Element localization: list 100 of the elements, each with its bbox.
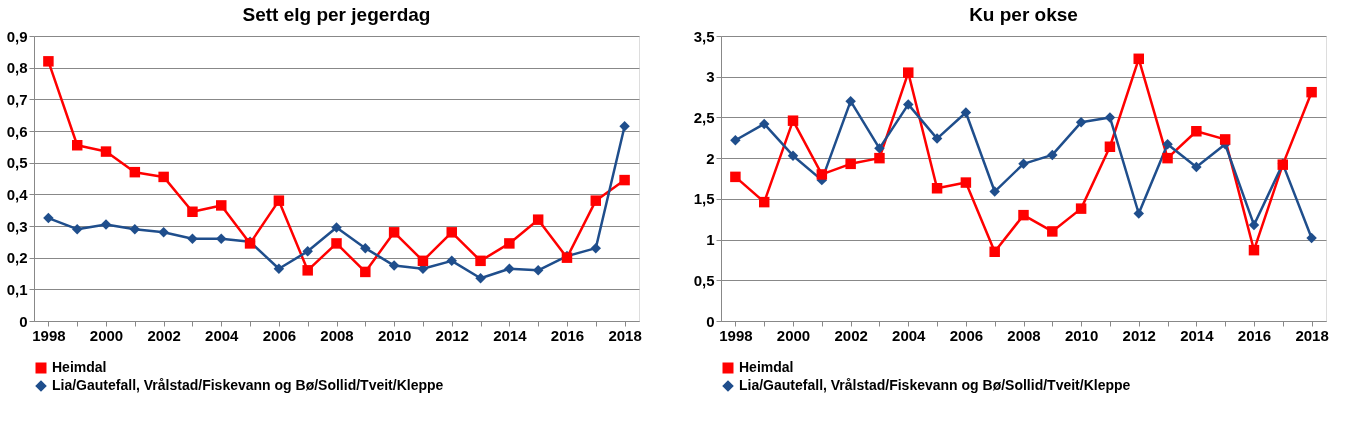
point [71,223,83,235]
y-tick-label: 2 [706,149,715,167]
x-tick-label: 2006 [949,326,984,344]
point [273,263,285,274]
point [590,242,602,254]
point [1075,117,1087,128]
y-tick-label: 0,4 [6,185,29,203]
point [216,233,227,244]
y-tick-label: 0,3 [6,217,28,235]
x-tick-label: 2010 [1064,326,1099,344]
point [43,212,54,224]
point [931,133,943,144]
y-tick-label: 0,2 [6,249,28,267]
point [874,152,885,164]
point [100,146,112,157]
point [187,206,198,217]
point [331,222,342,233]
point [758,118,770,130]
point [187,233,198,244]
point [845,95,856,107]
point [758,196,770,208]
x-tick-label: 1998 [719,326,753,344]
chart-title: Ku per okse [969,4,1078,25]
x-tick-label: 2016 [550,326,585,344]
point [1133,53,1144,65]
point [1191,126,1202,137]
point [446,227,457,238]
point [787,150,799,161]
point [816,169,828,180]
point [1306,86,1317,98]
y-tick-label: 2,5 [693,108,715,126]
point [1133,208,1144,219]
x-tick-label: 2018 [1295,326,1329,344]
x-tick-label: 2012 [435,326,469,344]
point [446,255,457,267]
point [931,183,943,194]
point [903,67,914,78]
point [1075,203,1087,214]
point [1219,134,1231,145]
x-tick-label: 2006 [262,326,297,344]
point [1191,161,1202,173]
point [730,134,741,146]
x-tick-label: 2004 [892,326,927,344]
point [129,166,141,178]
point [730,171,741,183]
point [1047,226,1058,237]
point [273,195,285,206]
point [619,121,630,132]
y-tick-label: 0,1 [6,280,28,298]
point [216,200,227,211]
legend-label: Lia/Gautefall, Vrålstad/Fiskevann og Bø/Sollid/Tveit/Kleppe [52,377,444,393]
y-tick-label: 0,5 [6,154,28,172]
x-tick-label: 2002 [834,326,868,344]
point [619,174,630,186]
x-tick-label: 2000 [776,326,811,344]
point [1104,141,1116,152]
point [388,260,400,271]
point [1047,149,1058,161]
point [532,214,544,225]
point [360,242,371,254]
y-tick-label: 0,7 [6,90,28,108]
legend-label: Heimdal [739,359,794,375]
point [787,115,799,126]
y-tick-label: 0,5 [693,271,715,289]
point [504,263,515,274]
y-tick-label: 3,5 [693,27,715,45]
point [129,223,141,235]
x-tick-label: 2004 [205,326,240,344]
point [100,219,112,230]
point [590,195,602,206]
x-tick-label: 2000 [89,326,124,344]
x-tick-label: 2018 [608,326,642,344]
point [302,265,313,276]
point [504,238,515,249]
point [989,186,1000,197]
point [475,255,486,267]
point [417,255,429,267]
point [158,227,169,238]
point [1104,112,1116,123]
point [1248,244,1260,256]
x-tick-label: 2012 [1122,326,1156,344]
point [845,158,856,170]
point [43,56,54,67]
point [302,246,313,257]
point [71,140,83,151]
point [475,273,486,284]
point [388,227,400,238]
point [331,238,342,249]
y-tick-label: 0 [706,312,715,330]
point [960,177,972,188]
point [903,99,914,110]
point [1248,219,1260,231]
x-tick-label: 2016 [1237,326,1272,344]
x-tick-label: 2010 [377,326,412,344]
point [989,246,1000,258]
point [1306,232,1317,244]
point [960,107,972,118]
x-tick-label: 2014 [1180,326,1215,344]
x-tick-label: 2008 [1007,326,1041,344]
point [1018,158,1029,170]
